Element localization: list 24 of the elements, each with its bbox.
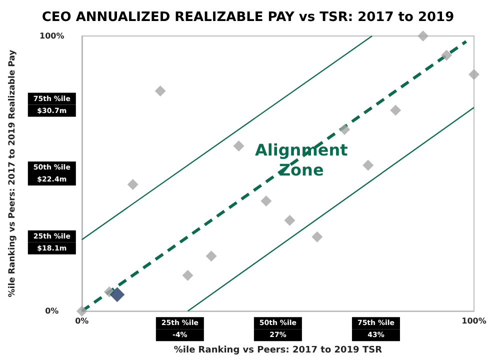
- point: [339, 124, 350, 136]
- point: [468, 69, 480, 80]
- point: [390, 104, 402, 116]
- point: [110, 287, 125, 302]
- point: [154, 86, 166, 97]
- x-tick-label: 100%: [462, 316, 486, 326]
- point: [76, 306, 88, 317]
- point: [206, 250, 217, 262]
- point: [284, 214, 296, 226]
- annotation: Alignment Zone: [254, 140, 348, 180]
- point: [362, 160, 374, 171]
- point: [182, 270, 194, 281]
- point: [127, 179, 138, 190]
- y-tick-label: 100%: [40, 32, 64, 40]
- x-tick-label: 0%: [75, 316, 89, 326]
- y-tick-label: 0%: [45, 306, 59, 316]
- point: [418, 30, 429, 42]
- point: [233, 140, 244, 152]
- point: [260, 196, 272, 207]
- point: [312, 231, 323, 242]
- y-axis-title: %ile Ranking vs Peers: 2017 to 2019 Realizable Pay: [8, 49, 18, 298]
- x-axis-title: %ile Ranking vs Peers: 2017 to 2019 TSR: [174, 346, 382, 356]
- point: [441, 50, 452, 61]
- chart-title: CEO ANNUALIZED REALIZABLE PAY vs TSR: 2017 to 2019: [42, 10, 454, 25]
